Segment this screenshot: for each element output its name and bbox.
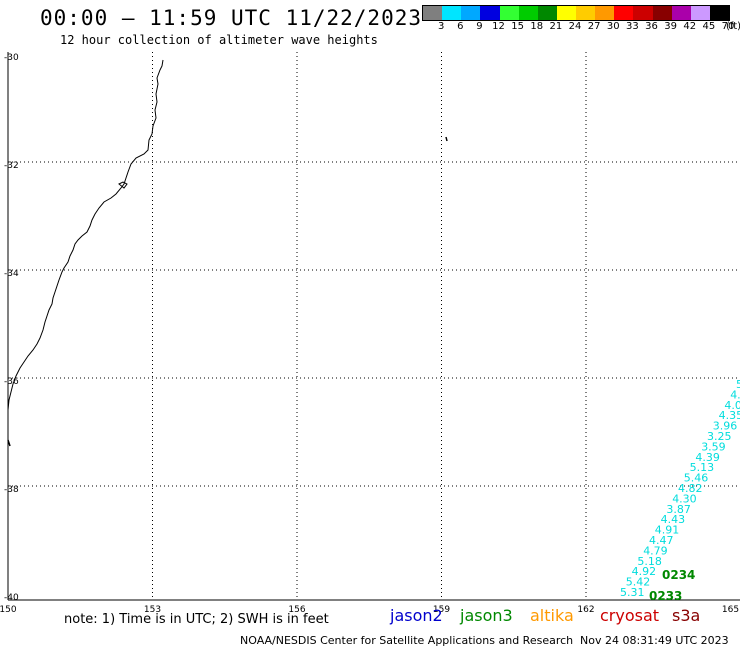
- latitude-label: -32: [4, 161, 19, 171]
- wave-height-label: 4.30: [672, 492, 697, 505]
- legend-swatch: [690, 6, 710, 20]
- legend-label: 21: [549, 21, 563, 32]
- satellite-label: jason2: [390, 606, 443, 625]
- latitude-labels: -30 -32 -34 -36 -38 -40: [4, 53, 19, 603]
- wave-height-label: 4.0: [724, 399, 740, 412]
- longitude-labels: 150 153 156 159 162 165: [0, 605, 739, 615]
- legend-swatch: [537, 6, 557, 20]
- legend-label: 36: [645, 21, 658, 32]
- legend-swatch: [633, 6, 653, 20]
- wave-height-label: 5.46: [684, 472, 709, 485]
- chart-title: 00:00 — 11:59 UTC 11/22/2023: [40, 6, 423, 30]
- legend-swatch: [652, 6, 672, 20]
- legend-swatch: [499, 6, 519, 20]
- footnote: note: 1) Time is in UTC; 2) SWH is in fe…: [64, 612, 329, 627]
- latitude-label: -34: [4, 269, 19, 279]
- legend-swatch: [480, 6, 500, 20]
- credit-line: NOAA/NESDIS Center for Satellite Applica…: [240, 634, 574, 647]
- legend-label: 15: [511, 21, 524, 32]
- legend-labels: 3 6 9 12 15 18 21 24 27 30 33 36 39 42 45 70: [422, 21, 734, 33]
- legend-label: 70: [721, 21, 735, 32]
- coastline-island: [118, 181, 128, 189]
- legend-label: 33: [626, 21, 639, 32]
- legend-label: 42: [683, 21, 697, 32]
- legend-swatch: [461, 6, 481, 20]
- altimeter-track: 54.4.04.353.963.253.594.395.135.464.824.…: [620, 378, 740, 603]
- latitude-label: -30: [4, 53, 19, 63]
- legend-swatch: [442, 6, 462, 20]
- longitude-label: 162: [577, 605, 594, 615]
- latitude-label: -40: [4, 593, 19, 603]
- satellite-label: jason3: [460, 606, 513, 625]
- wave-height-label: 4.82: [678, 482, 703, 495]
- pass-time-label: 0233: [649, 589, 682, 603]
- longitude-label: 165: [722, 605, 739, 615]
- longitude-label: 159: [433, 605, 450, 615]
- legend-swatch: [518, 6, 538, 20]
- longitude-label: 156: [288, 605, 305, 615]
- legend-unit: (ft): [726, 21, 740, 32]
- legend-swatch: [614, 6, 634, 20]
- gridlines: [8, 52, 740, 600]
- satellite-label: s3a: [672, 606, 701, 625]
- satellite-label: cryosat: [600, 606, 660, 625]
- wave-height-label: 5: [736, 378, 740, 391]
- legend-label: 39: [664, 21, 677, 32]
- wave-height-label: 3.87: [666, 503, 691, 516]
- chart-subtitle: 12 hour collection of altimeter wave hei…: [60, 33, 378, 47]
- satellite-label: altika: [530, 606, 574, 625]
- legend-label: 12: [492, 21, 505, 32]
- coastline-fragment: [7, 439, 11, 447]
- legend-label: 9: [476, 21, 483, 32]
- wave-height-label: 5.13: [690, 461, 715, 474]
- legend-label: 3: [437, 21, 445, 32]
- wave-height-label: 3.25: [707, 430, 732, 443]
- wave-height-label: 4.91: [655, 524, 680, 537]
- wave-height-label: 4.43: [661, 513, 686, 526]
- wave-height-label: 3.59: [701, 440, 726, 453]
- wave-height-label: 5.31: [620, 586, 645, 599]
- wave-height-label: 5.18: [637, 555, 662, 568]
- legend-label: 27: [587, 21, 601, 32]
- legend-swatch: [709, 6, 729, 20]
- longitude-label: 153: [144, 605, 161, 615]
- legend-label: 45: [702, 21, 716, 32]
- legend-swatch: [595, 6, 615, 20]
- legend-label: 18: [530, 21, 544, 32]
- wave-height-label: 3.96: [713, 420, 738, 433]
- legend-label: 30: [606, 21, 620, 32]
- coastline: [7, 59, 164, 411]
- wave-height-label: 4.35: [719, 409, 740, 422]
- legend-swatch: [556, 6, 576, 20]
- wave-height-label: 4.79: [643, 544, 668, 557]
- lord-howe-island: [445, 136, 448, 142]
- legend-label: 24: [568, 21, 582, 32]
- wave-height-label: 4.: [730, 388, 740, 401]
- wave-height-label: 4.39: [695, 451, 720, 464]
- legend-swatch: [423, 6, 443, 20]
- color-legend: [422, 5, 730, 21]
- generation-timestamp: Nov 24 08:31:49 UTC 2023: [580, 634, 729, 647]
- pass-time-label: 0234: [662, 568, 695, 582]
- wave-height-label: 5.42: [626, 576, 651, 589]
- wave-height-label: 4.92: [632, 565, 657, 578]
- latitude-label: -38: [4, 485, 19, 495]
- latitude-label: -36: [4, 377, 19, 387]
- wave-height-label: 4.47: [649, 534, 674, 547]
- legend-label: 6: [457, 21, 464, 32]
- longitude-label: 150: [0, 605, 17, 615]
- legend-swatch: [671, 6, 691, 20]
- legend-swatch: [576, 6, 596, 20]
